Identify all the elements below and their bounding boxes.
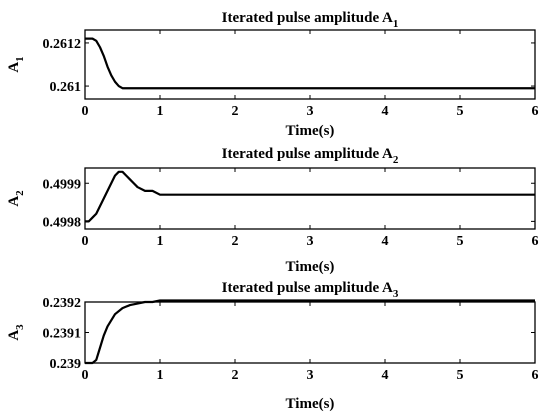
y-tick-label: 0.239 bbox=[50, 357, 82, 372]
series-line-1 bbox=[85, 37, 535, 90]
plot-frame bbox=[84, 301, 536, 364]
y-tick-label: 0.2391 bbox=[43, 327, 82, 342]
chart-title-subscript: 3 bbox=[393, 288, 399, 300]
x-tick-label: 2 bbox=[232, 234, 239, 249]
x-tick-label: 1 bbox=[157, 104, 164, 119]
x-tick-label: 4 bbox=[382, 104, 389, 119]
x-axis-label: Time(s) bbox=[286, 396, 335, 412]
y-axis-label: A1 bbox=[6, 56, 26, 72]
y-tick-label: 0.261 bbox=[50, 80, 82, 95]
plot-frame bbox=[84, 167, 536, 230]
x-tick-label: 6 bbox=[532, 234, 539, 249]
y-axis-label-subscript: 2 bbox=[14, 190, 26, 196]
chart-title-text: Iterated pulse amplitude A bbox=[222, 146, 393, 162]
series-line-1 bbox=[85, 299, 535, 365]
chart-panel-3: Iterated pulse amplitude A30 1 2 3 4 5 60.2390… bbox=[6, 280, 539, 412]
y-tick-label: 0.4999 bbox=[43, 177, 82, 192]
y-tick-label: 0.4998 bbox=[43, 215, 82, 230]
x-axis-label: Time(s) bbox=[286, 123, 335, 139]
chart-title-text: Iterated pulse amplitude A bbox=[222, 280, 393, 296]
y-axis-label: A3 bbox=[6, 324, 26, 341]
x-axis-label: Time(s) bbox=[286, 259, 335, 275]
y-axis-label-subscript: 3 bbox=[14, 324, 26, 330]
x-tick-label: 2 bbox=[232, 368, 239, 383]
series-line-1 bbox=[85, 170, 535, 223]
chart-panel-2: Iterated pulse amplitude A20 1 2 3 4 5 60.4998… bbox=[6, 146, 539, 275]
x-tick-label: 3 bbox=[307, 368, 314, 383]
chart-title-subscript: 2 bbox=[393, 154, 399, 166]
x-tick-label: 1 bbox=[157, 234, 164, 249]
x-tick-label: 3 bbox=[307, 104, 314, 119]
chart-title: Iterated pulse amplitude A1 bbox=[222, 10, 399, 30]
x-tick-label: 3 bbox=[307, 234, 314, 249]
x-tick-label: 5 bbox=[457, 368, 464, 383]
chart-title-text: Iterated pulse amplitude A bbox=[222, 10, 393, 26]
y-tick-label: 0.2612 bbox=[43, 37, 82, 52]
y-axis-label-text: A bbox=[6, 196, 22, 207]
x-tick-label: 4 bbox=[382, 234, 389, 249]
x-tick-label: 5 bbox=[457, 234, 464, 249]
chart-title: Iterated pulse amplitude A2 bbox=[222, 146, 399, 166]
x-tick-label: 1 bbox=[157, 368, 164, 383]
x-tick-label: 5 bbox=[457, 104, 464, 119]
chart-title: Iterated pulse amplitude A3 bbox=[222, 280, 399, 300]
y-axis-label-text: A bbox=[6, 330, 22, 341]
y-axis-label-text: A bbox=[6, 62, 22, 73]
x-tick-label: 0 bbox=[82, 234, 89, 249]
chart-title-subscript: 1 bbox=[393, 18, 399, 30]
y-tick-label: 0.2392 bbox=[43, 296, 82, 311]
x-tick-label: 2 bbox=[232, 104, 239, 119]
chart-panel-1: Iterated pulse amplitude A10 1 2 3 4 5 60.2610… bbox=[6, 10, 539, 139]
y-axis-label: A2 bbox=[6, 190, 26, 207]
x-tick-label: 6 bbox=[532, 104, 539, 119]
x-tick-label: 0 bbox=[82, 368, 89, 383]
x-tick-label: 4 bbox=[382, 368, 389, 383]
x-tick-label: 0 bbox=[82, 104, 89, 119]
y-axis-label-subscript: 1 bbox=[14, 56, 26, 62]
x-tick-label: 6 bbox=[532, 368, 539, 383]
